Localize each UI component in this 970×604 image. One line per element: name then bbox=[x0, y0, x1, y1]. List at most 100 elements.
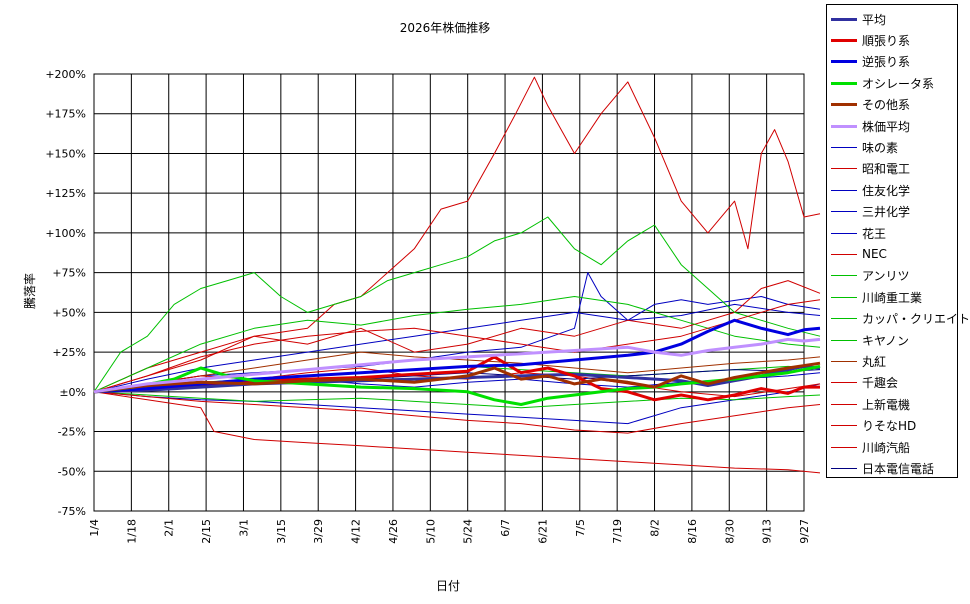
chart-title: 2026年株価推移 bbox=[400, 20, 491, 35]
series-line-8 bbox=[93, 383, 821, 425]
legend-label: 三井化学 bbox=[862, 205, 911, 220]
legend-swatch bbox=[831, 318, 857, 320]
legend-label: 上新電機 bbox=[862, 397, 911, 412]
series-line-17 bbox=[93, 391, 821, 474]
series-line-11 bbox=[93, 280, 821, 393]
legend-item: 三井化学 bbox=[831, 202, 910, 222]
legend-label: 丸紅 bbox=[862, 354, 887, 369]
legend-item: 上新電機 bbox=[831, 394, 910, 414]
legend-swatch bbox=[831, 296, 857, 298]
legend-item: オシレータ系 bbox=[831, 73, 934, 93]
legend-item: 丸紅 bbox=[831, 351, 886, 371]
legend-swatch bbox=[831, 339, 857, 341]
x-tick-label: 8/2 bbox=[649, 519, 662, 537]
legend-swatch bbox=[831, 17, 857, 21]
legend-swatch bbox=[831, 232, 857, 234]
legend-label: 逆張り系 bbox=[862, 55, 911, 70]
legend-label: 味の素 bbox=[862, 140, 899, 155]
legend-label: 順張り系 bbox=[862, 33, 911, 48]
y-tick-label: +100% bbox=[45, 227, 86, 240]
legend: 平均 順張り系 逆張り系 オシレータ系 その他系 株価平均 味の素 昭和電工 住友化学 三井化学花… bbox=[826, 4, 970, 478]
x-axis-label: 日付 bbox=[436, 579, 460, 593]
legend-swatch bbox=[831, 189, 857, 191]
legend-label: 千趣会 bbox=[862, 376, 899, 391]
legend-swatch bbox=[831, 60, 857, 64]
x-tick-label: 4/26 bbox=[387, 519, 400, 544]
y-tick-label: +150% bbox=[45, 147, 86, 160]
legend-label: 平均 bbox=[862, 12, 887, 27]
x-tick-label: 3/15 bbox=[275, 519, 288, 544]
series-line-6 bbox=[93, 272, 821, 393]
series-line-1 bbox=[93, 355, 820, 402]
legend-label: 日本電信電話 bbox=[862, 461, 935, 476]
y-axis-ticks: +200% +175% +150% +125% +100% +75% +50% +25% ±0%… bbox=[45, 68, 86, 518]
legend-swatch bbox=[831, 211, 857, 213]
legend-item: 川崎汽船 bbox=[831, 437, 910, 457]
legend-swatch bbox=[831, 425, 857, 427]
x-tick-label: 7/19 bbox=[611, 519, 624, 544]
y-tick-label: +50% bbox=[52, 306, 86, 319]
legend-swatch bbox=[831, 403, 857, 405]
legend-swatch bbox=[831, 253, 857, 255]
legend-item: 日本電信電話 bbox=[831, 458, 934, 478]
legend-swatch bbox=[831, 146, 857, 148]
legend-item: アンリツ bbox=[831, 266, 910, 286]
legend-swatch bbox=[831, 103, 857, 107]
legend-item: 株価平均 bbox=[831, 116, 910, 136]
legend-item: 味の素 bbox=[831, 137, 898, 157]
legend-label: NEC bbox=[862, 247, 887, 262]
plot-area bbox=[93, 73, 805, 512]
x-tick-label: 2/1 bbox=[163, 519, 176, 537]
legend-item: カッパ・クリエイト bbox=[831, 309, 970, 329]
x-tick-label: 6/21 bbox=[536, 519, 549, 544]
legend-swatch bbox=[831, 467, 857, 469]
legend-label: りそなHD bbox=[862, 419, 917, 434]
legend-label: 昭和電工 bbox=[862, 162, 911, 177]
y-tick-label: +175% bbox=[45, 108, 86, 121]
legend-swatch bbox=[831, 360, 857, 362]
legend-item: 花王 bbox=[831, 223, 886, 243]
legend-swatch bbox=[831, 168, 857, 170]
legend-swatch bbox=[831, 38, 857, 42]
legend-item: 平均 bbox=[831, 9, 886, 29]
legend-label: 川崎重工業 bbox=[862, 290, 923, 305]
y-tick-label: +25% bbox=[52, 346, 86, 359]
x-tick-label: 7/5 bbox=[574, 519, 587, 537]
legend-swatch bbox=[831, 81, 857, 85]
series-line-5 bbox=[93, 337, 821, 394]
series-layer bbox=[93, 76, 821, 474]
x-tick-label: 8/30 bbox=[723, 519, 736, 544]
legend-swatch bbox=[831, 275, 857, 277]
x-tick-label: 5/10 bbox=[424, 519, 437, 544]
legend-item: 川崎重工業 bbox=[831, 287, 922, 307]
y-tick-label: ±0% bbox=[59, 386, 86, 399]
x-tick-label: 9/13 bbox=[761, 519, 774, 544]
legend-swatch bbox=[831, 382, 857, 384]
x-tick-label: 9/27 bbox=[798, 519, 811, 544]
x-tick-label: 5/24 bbox=[462, 519, 475, 544]
series-line-12 bbox=[93, 216, 821, 393]
y-tick-label: +75% bbox=[52, 267, 86, 280]
legend-item: りそなHD bbox=[831, 416, 916, 436]
series-line-3 bbox=[93, 364, 821, 406]
plot-frame bbox=[93, 73, 805, 512]
series-line-4 bbox=[93, 361, 821, 394]
legend-label: オシレータ系 bbox=[862, 76, 935, 91]
legend-swatch bbox=[831, 124, 857, 128]
series-line-20 bbox=[93, 299, 821, 393]
legend-item: 千趣会 bbox=[831, 373, 898, 393]
legend-item: 順張り系 bbox=[831, 30, 910, 50]
x-tick-label: 4/12 bbox=[350, 519, 363, 544]
legend-swatch bbox=[831, 446, 857, 448]
legend-label: アンリツ bbox=[862, 269, 910, 284]
x-tick-label: 1/4 bbox=[88, 519, 101, 537]
legend-item: 逆張り系 bbox=[831, 52, 910, 72]
legend-label: カッパ・クリエイト bbox=[862, 312, 970, 327]
x-tick-label: 8/16 bbox=[686, 519, 699, 544]
series-line-2 bbox=[93, 318, 821, 394]
series-line-7 bbox=[93, 76, 821, 393]
legend-label: キヤノン bbox=[862, 333, 910, 348]
grid bbox=[93, 73, 805, 512]
x-axis-ticks: 1/4 1/18 2/1 2/15 3/1 3/15 3/29 4/12 4/26 5/10 5/2… bbox=[88, 519, 811, 544]
